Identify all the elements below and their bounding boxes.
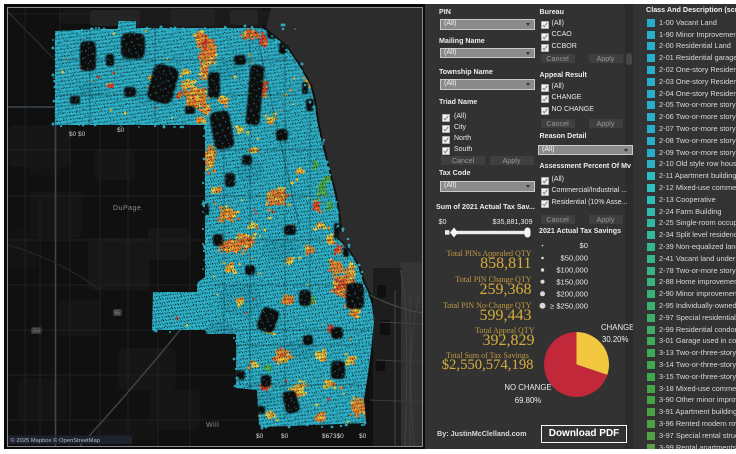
svg-text:DuPage: DuPage [113, 205, 141, 212]
svg-text:Will: Will [206, 422, 219, 429]
svg-text:$50,000: $50,000 [561, 254, 588, 263]
svg-text:$0: $0 [359, 433, 367, 440]
svg-text:© 2025 Mapbox © OpenStreetMap: © 2025 Mapbox © OpenStreetMap [10, 437, 99, 444]
svg-text:$0: $0 [117, 127, 125, 134]
svg-text:$0: $0 [580, 241, 588, 250]
svg-text:$200,000: $200,000 [556, 289, 588, 298]
svg-text:55: 55 [114, 310, 120, 316]
svg-text:$0 $0: $0 $0 [69, 131, 86, 138]
svg-text:355: 355 [32, 328, 41, 334]
svg-text:$100,000: $100,000 [556, 266, 588, 275]
svg-text:$0: $0 [256, 433, 264, 440]
svg-text:$673$0: $673$0 [322, 433, 344, 440]
svg-text:$0: $0 [281, 433, 289, 440]
svg-text:≥ $250,000: ≥ $250,000 [550, 301, 588, 310]
svg-text:$150,000: $150,000 [556, 277, 588, 286]
